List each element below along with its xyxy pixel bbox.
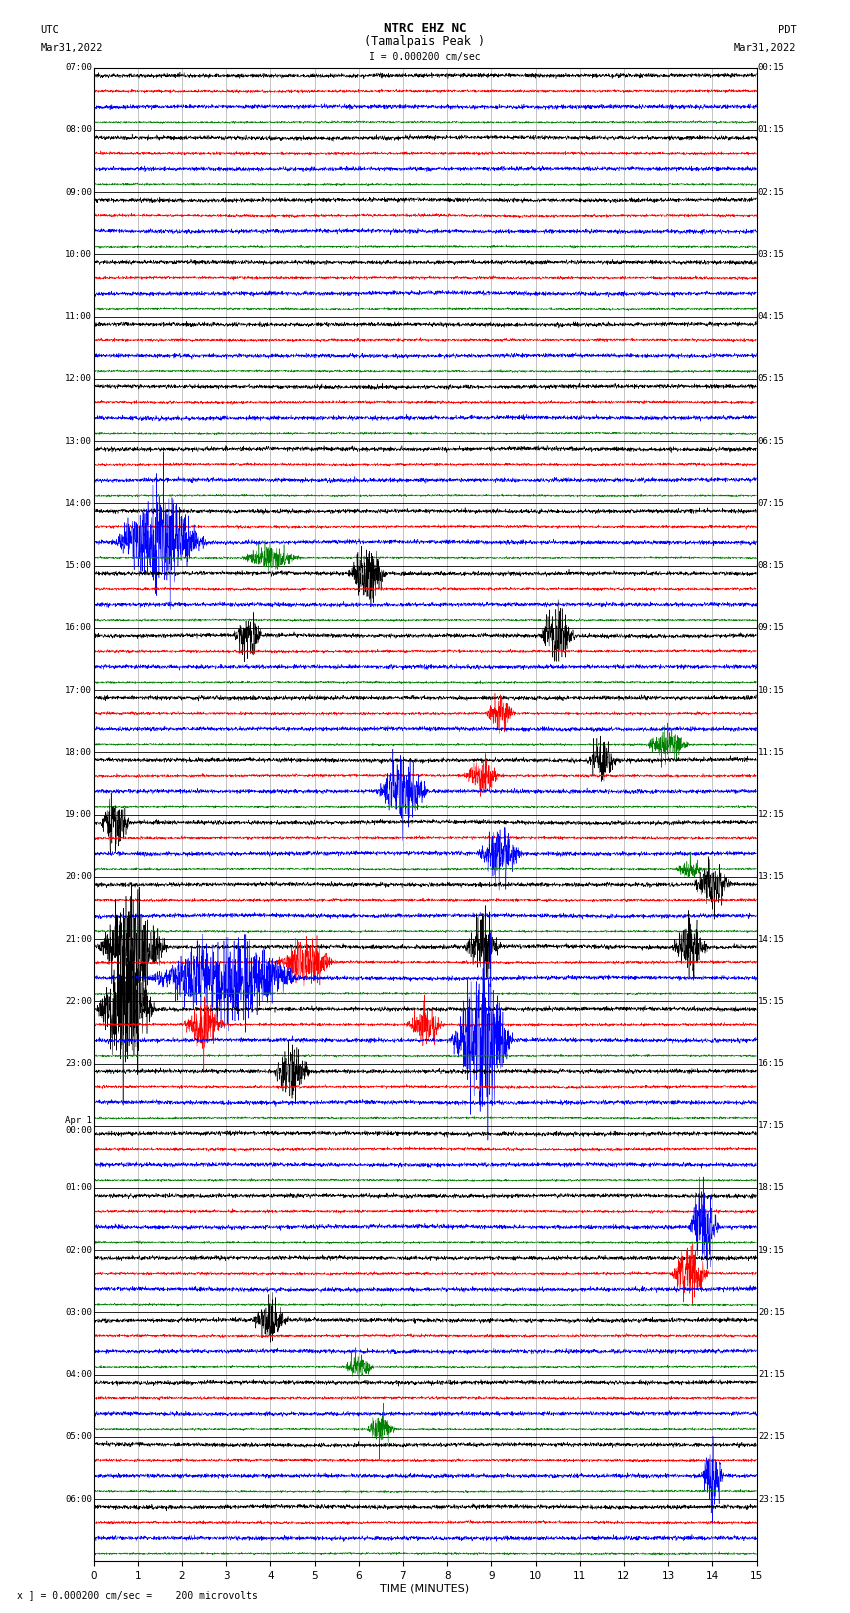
Text: 11:15: 11:15 <box>758 748 785 756</box>
Text: 07:15: 07:15 <box>758 498 785 508</box>
Text: 18:15: 18:15 <box>758 1184 785 1192</box>
Text: 13:00: 13:00 <box>65 437 92 445</box>
Text: 07:00: 07:00 <box>65 63 92 73</box>
Text: 19:00: 19:00 <box>65 810 92 819</box>
Text: 09:00: 09:00 <box>65 187 92 197</box>
Text: 17:00: 17:00 <box>65 686 92 695</box>
Text: (Tamalpais Peak ): (Tamalpais Peak ) <box>365 35 485 48</box>
Text: 06:15: 06:15 <box>758 437 785 445</box>
Text: 06:00: 06:00 <box>65 1495 92 1503</box>
Text: 10:15: 10:15 <box>758 686 785 695</box>
Text: 23:15: 23:15 <box>758 1495 785 1503</box>
Text: 22:00: 22:00 <box>65 997 92 1007</box>
Text: 03:15: 03:15 <box>758 250 785 260</box>
Text: 17:15: 17:15 <box>758 1121 785 1131</box>
Text: 01:00: 01:00 <box>65 1184 92 1192</box>
Text: 10:00: 10:00 <box>65 250 92 260</box>
Text: 21:00: 21:00 <box>65 934 92 944</box>
Text: 08:15: 08:15 <box>758 561 785 569</box>
Text: 15:00: 15:00 <box>65 561 92 569</box>
Text: 04:15: 04:15 <box>758 313 785 321</box>
Text: 04:00: 04:00 <box>65 1369 92 1379</box>
Text: 08:00: 08:00 <box>65 126 92 134</box>
Text: 05:00: 05:00 <box>65 1432 92 1442</box>
Text: 00:15: 00:15 <box>758 63 785 73</box>
Text: 16:00: 16:00 <box>65 623 92 632</box>
Text: 05:15: 05:15 <box>758 374 785 384</box>
Text: x ] = 0.000200 cm/sec =    200 microvolts: x ] = 0.000200 cm/sec = 200 microvolts <box>17 1590 258 1600</box>
Text: 21:15: 21:15 <box>758 1369 785 1379</box>
Text: 12:00: 12:00 <box>65 374 92 384</box>
Text: 12:15: 12:15 <box>758 810 785 819</box>
Text: 14:00: 14:00 <box>65 498 92 508</box>
Text: 01:15: 01:15 <box>758 126 785 134</box>
Text: 02:00: 02:00 <box>65 1245 92 1255</box>
X-axis label: TIME (MINUTES): TIME (MINUTES) <box>381 1584 469 1594</box>
Text: UTC: UTC <box>41 24 60 35</box>
Text: 20:00: 20:00 <box>65 873 92 881</box>
Text: 11:00: 11:00 <box>65 313 92 321</box>
Text: 23:00: 23:00 <box>65 1060 92 1068</box>
Text: 02:15: 02:15 <box>758 187 785 197</box>
Text: Apr 1
00:00: Apr 1 00:00 <box>65 1116 92 1136</box>
Text: Mar31,2022: Mar31,2022 <box>41 44 103 53</box>
Text: 13:15: 13:15 <box>758 873 785 881</box>
Text: 18:00: 18:00 <box>65 748 92 756</box>
Text: NTRC EHZ NC: NTRC EHZ NC <box>383 23 467 35</box>
Text: Mar31,2022: Mar31,2022 <box>734 44 796 53</box>
Text: I = 0.000200 cm/sec: I = 0.000200 cm/sec <box>369 52 481 61</box>
Text: 14:15: 14:15 <box>758 934 785 944</box>
Text: 03:00: 03:00 <box>65 1308 92 1316</box>
Text: PDT: PDT <box>778 24 796 35</box>
Text: 22:15: 22:15 <box>758 1432 785 1442</box>
Text: 16:15: 16:15 <box>758 1060 785 1068</box>
Text: 15:15: 15:15 <box>758 997 785 1007</box>
Text: 09:15: 09:15 <box>758 623 785 632</box>
Text: 20:15: 20:15 <box>758 1308 785 1316</box>
Text: 19:15: 19:15 <box>758 1245 785 1255</box>
